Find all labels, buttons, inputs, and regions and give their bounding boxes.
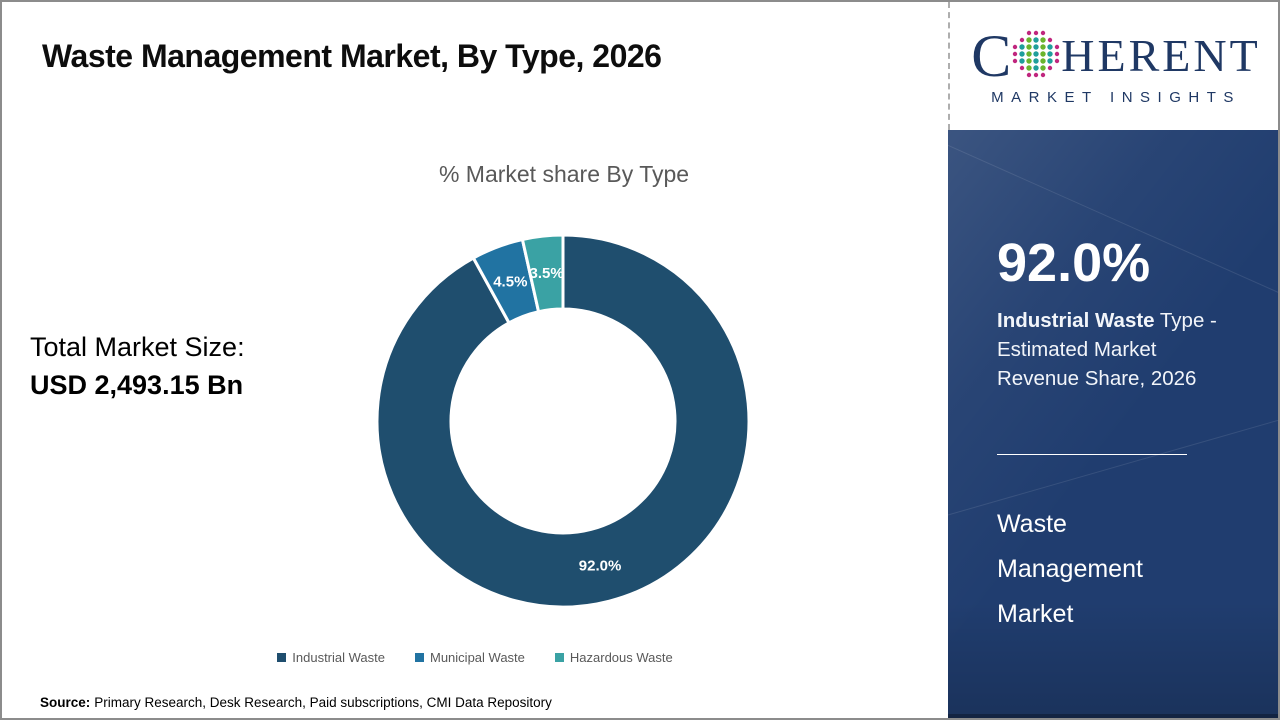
globe-dot — [1055, 58, 1060, 64]
globe-dot — [1055, 44, 1060, 50]
donut-slice-industrial-waste — [375, 233, 751, 609]
globe-dot — [1026, 37, 1032, 43]
sidebar-stat-desc-rest: Type - Estimated Market Revenue Share, 2… — [997, 309, 1217, 390]
globe-dot — [1047, 58, 1053, 64]
chart-legend: Industrial Waste Municipal Waste Hazardous… — [2, 650, 948, 665]
globe-dot — [1033, 51, 1039, 57]
sidebar-market-name: Waste Management Market — [997, 502, 1143, 637]
globe-dot — [1026, 51, 1032, 57]
sidebar-stat-description: Industrial Waste Type - Estimated Market… — [997, 306, 1225, 393]
globe-dot — [1040, 51, 1046, 57]
globe-dot — [1033, 37, 1039, 43]
globe-dot — [1047, 51, 1053, 57]
globe-dot — [1055, 51, 1060, 57]
globe-dot — [1027, 30, 1032, 36]
globe-dot — [1034, 30, 1039, 36]
globe-dot — [1041, 72, 1046, 78]
globe-dot — [1019, 44, 1025, 50]
globe-dot — [1027, 72, 1032, 78]
total-market-size-value: USD 2,493.15 Bn — [30, 370, 244, 400]
globe-dot — [1026, 44, 1032, 50]
legend-label: Hazardous Waste — [569, 650, 673, 665]
legend-item-hazardous-waste: Hazardous Waste — [554, 650, 673, 665]
sidebar-stat-value: 92.0% — [997, 233, 1151, 293]
globe-dot — [1040, 65, 1046, 71]
globe-dot — [1034, 72, 1039, 78]
legend-marker — [277, 653, 287, 662]
legend-marker — [415, 653, 424, 662]
sidebar-stat-desc-bold: Industrial Waste — [997, 309, 1155, 332]
globe-dot — [1040, 37, 1046, 43]
globe-dot — [1033, 44, 1039, 50]
globe-dot — [1040, 44, 1046, 50]
legend-label: Industrial Waste — [292, 650, 385, 665]
sidebar-market-name-line: Waste — [997, 510, 1067, 538]
sidebar-divider — [997, 454, 1187, 455]
globe-dot — [1026, 58, 1032, 64]
logo-letter-c: C — [971, 23, 1012, 89]
logo-wordmark: C HERENT — [971, 26, 1260, 86]
logo-block: C HERENT MARKET INSIGHTS — [948, 2, 1278, 130]
globe-dot — [1019, 51, 1025, 57]
globe-dot — [1033, 65, 1039, 71]
globe-dot — [1013, 51, 1018, 57]
globe-dot — [1020, 65, 1025, 71]
chart-title: % Market share By Type — [438, 161, 690, 187]
legend-item-industrial-waste: Industrial Waste — [277, 650, 385, 665]
donut-slice-label: 92.0% — [579, 557, 622, 574]
legend-label: Municipal Waste — [430, 650, 525, 665]
sidebar-market-name-line: Market — [997, 600, 1074, 628]
legend-marker — [554, 653, 564, 662]
logo-subtitle: MARKET INSIGHTS — [991, 89, 1241, 106]
globe-dot — [1048, 65, 1053, 71]
globe-dot — [1019, 58, 1025, 64]
globe-dot — [1020, 37, 1025, 43]
globe-dot — [1041, 30, 1046, 36]
page-title: Waste Management Market, By Type, 2026 — [42, 38, 662, 74]
globe-dot — [1048, 37, 1053, 43]
source-label: Source: — [40, 695, 91, 710]
donut-slice-label: 3.5% — [530, 265, 564, 282]
sidebar: 92.0% Industrial Waste Type - Estimated … — [935, 130, 1278, 718]
sidebar-market-name-line: Management — [997, 555, 1143, 583]
donut-slice-label: 4.5% — [493, 274, 527, 291]
logo-globe-icon — [1013, 30, 1060, 78]
globe-dot — [1013, 44, 1018, 50]
globe-dot — [1013, 58, 1018, 64]
legend-item-municipal-waste: Municipal Waste — [415, 650, 525, 665]
globe-dot — [1047, 44, 1053, 50]
globe-dot — [1033, 58, 1039, 64]
total-market-size-label: Total Market Size: — [30, 332, 245, 362]
globe-dot — [1040, 58, 1046, 64]
logo-word-rest: HERENT — [1061, 30, 1261, 81]
donut-chart-svg: 92.0% 4.5%3.5% — [375, 233, 751, 609]
total-market-size-block: Total Market Size: USD 2,493.15 Bn — [30, 328, 245, 404]
globe-dot — [1026, 65, 1032, 71]
source-line: Source: Primary Research, Desk Research, … — [40, 695, 552, 710]
source-text: Primary Research, Desk Research, Paid su… — [94, 695, 552, 710]
donut-slice-hazardous-waste — [520, 233, 565, 314]
